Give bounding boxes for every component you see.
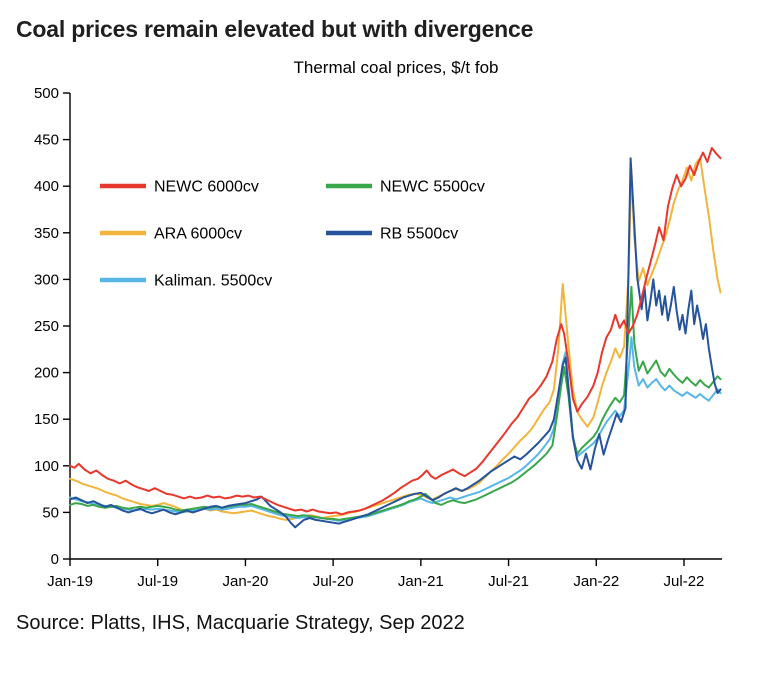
source-note: Source: Platts, IHS, Macquarie Strategy,… — [16, 612, 465, 634]
x-tick-label: Jul-20 — [313, 573, 354, 590]
legend-label-newc-6000cv: NEWC 6000cv — [154, 179, 259, 196]
legend-label-newc-5500cv: NEWC 5500cv — [380, 179, 485, 196]
series-line-rb-5500cv — [69, 157, 722, 529]
y-tick-label: 150 — [34, 411, 59, 428]
y-tick-label: 100 — [34, 458, 59, 475]
legend-label-rb-5500cv: RB 5500cv — [380, 226, 458, 243]
page-title: Coal prices remain elevated but with div… — [16, 16, 534, 42]
y-tick-label: 350 — [34, 225, 59, 242]
x-tick-label: Jan-19 — [47, 573, 93, 590]
y-tick-label: 50 — [42, 504, 59, 521]
y-tick-label: 200 — [34, 365, 59, 382]
chart-canvas: Thermal coal prices, $/t fob 0 50 100 150 200… — [34, 58, 722, 590]
x-tick-label: Jul-21 — [488, 573, 529, 590]
x-tick-label: Jul-19 — [137, 573, 178, 590]
coal-price-chart: Thermal coal prices, $/t fob 0 50 100 150 200… — [16, 53, 764, 606]
series-line-ara-6000cv — [69, 157, 722, 521]
x-tick-label: Jan-22 — [573, 573, 619, 590]
y-tick-label: 300 — [34, 271, 59, 288]
y-tick-label: 0 — [51, 551, 59, 568]
x-tick-label: Jul-22 — [664, 573, 705, 590]
series-line-newc-6000cv — [69, 147, 722, 516]
x-tick-label: Jan-20 — [222, 573, 268, 590]
x-tick-label: Jan-21 — [398, 573, 444, 590]
legend-label-ara-6000cv: ARA 6000cv — [154, 226, 242, 243]
y-tick-label: 250 — [34, 318, 59, 335]
y-tick-label: 450 — [34, 132, 59, 149]
legend-label-kaliman-5500cv: Kaliman. 5500cv — [154, 273, 272, 290]
y-tick-label: 400 — [34, 178, 59, 195]
y-tick-label: 500 — [34, 85, 59, 102]
chart-title: Thermal coal prices, $/t fob — [293, 58, 498, 77]
